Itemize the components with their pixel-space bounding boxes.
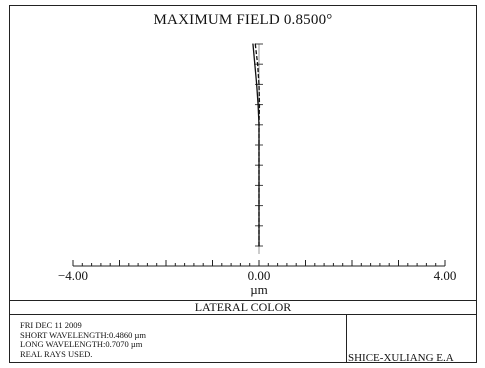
chart-caption: LATERAL COLOR	[9, 300, 477, 315]
series-point-2	[258, 144, 260, 146]
plot-frame: MAXIMUM FIELD 0.8500°	[9, 5, 477, 363]
info-long-wavelength: LONG WAVELENGTH:0.7070 µm	[20, 339, 143, 349]
series-point-1	[254, 63, 256, 65]
x-tick-label: −4.00	[58, 268, 88, 283]
series-point-2	[258, 184, 260, 186]
series-point-2	[258, 245, 260, 247]
series-point-1	[257, 104, 259, 106]
info-short-wavelength: SHORT WAVELENGTH:0.4860 µm	[20, 329, 146, 340]
x-tick-label: 4.00	[434, 268, 457, 283]
info-divider	[346, 315, 347, 363]
x-axis-label: µm	[250, 282, 268, 297]
series-point-2	[258, 225, 260, 227]
info-block: FRI DEC 11 2009 SHORT WAVELENGTH:0.4860 …	[20, 320, 146, 359]
series-point-2	[254, 43, 256, 45]
info-date: FRI DEC 11 2009	[20, 320, 82, 330]
chart-title: MAXIMUM FIELD 0.8500°	[153, 12, 333, 28]
series-point-2	[258, 124, 260, 126]
series-line-2	[254, 43, 261, 246]
series-point-2	[258, 164, 260, 166]
series-point-2	[258, 104, 261, 106]
info-rays: REAL RAYS USED.	[20, 348, 93, 359]
x-tick-label: 0.00	[248, 268, 271, 283]
series-point-1	[256, 83, 258, 85]
series-point-1	[252, 43, 254, 45]
series-point-2	[257, 63, 259, 65]
series-point-2	[258, 83, 260, 85]
series-point-2	[258, 205, 260, 207]
designer-label: SHICE-XULIANG E.A	[348, 352, 454, 364]
